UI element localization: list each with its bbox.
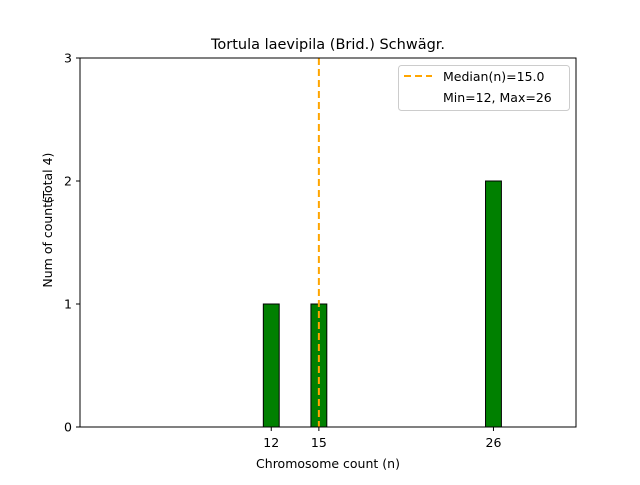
legend-minmax-entry: Min=12, Max=26 bbox=[443, 90, 552, 105]
y-tick-label-2: 2 bbox=[64, 174, 72, 189]
x-axis-label: Chromosome count (n) bbox=[256, 456, 400, 471]
x-tick-label-26: 26 bbox=[486, 435, 502, 450]
x-tick-label-12: 12 bbox=[263, 435, 279, 450]
legend: Median(n)=15.0 Min=12, Max=26 bbox=[398, 65, 570, 111]
y-axis-label: Num of counts bbox=[40, 196, 55, 287]
y-tick-label-1: 1 bbox=[64, 297, 72, 312]
legend-median-entry: Median(n)=15.0 bbox=[443, 69, 544, 84]
y-tick-label-0: 0 bbox=[64, 420, 72, 435]
chart-title: Tortula laevipila (Brid.) Schwägr. bbox=[210, 37, 445, 53]
bar-12 bbox=[262, 303, 280, 428]
bar-26 bbox=[485, 180, 502, 428]
y-axis-total-label: (Total 4) bbox=[40, 153, 55, 204]
x-tick-label-15: 15 bbox=[311, 435, 327, 450]
y-tick-label-3: 3 bbox=[64, 51, 72, 66]
plot-frame bbox=[79, 57, 577, 428]
legend-box bbox=[398, 65, 570, 111]
